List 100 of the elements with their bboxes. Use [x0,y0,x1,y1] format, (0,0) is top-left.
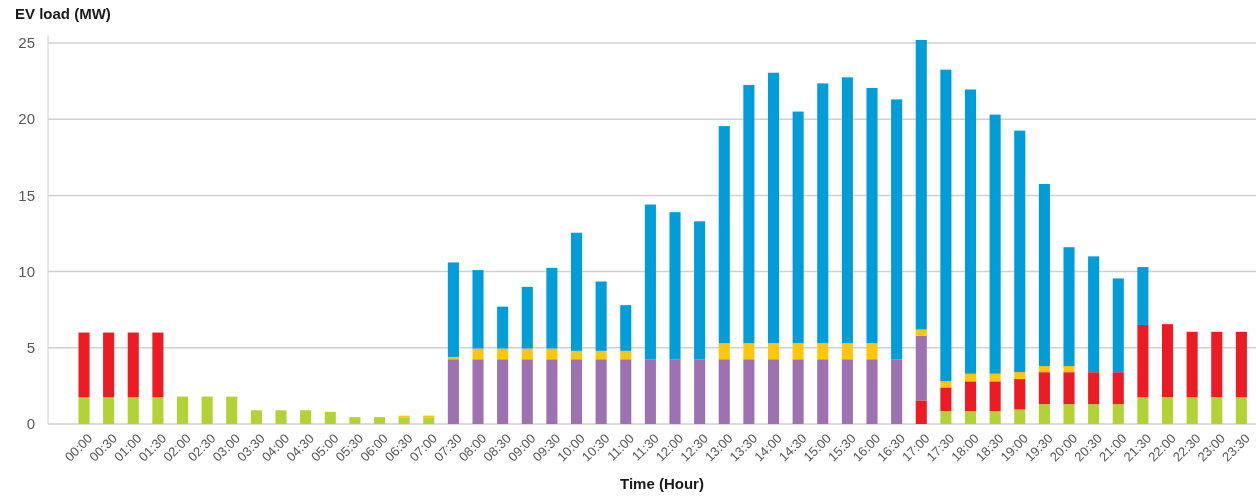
bar [1211,397,1223,424]
bar [1112,404,1124,424]
y-tick-label: 20 [18,110,35,128]
bar [1137,324,1149,398]
bar [373,417,386,424]
bar [127,397,139,424]
bar [891,359,903,424]
bar [595,359,607,424]
bar [1186,331,1198,398]
bar [78,332,90,398]
bar [940,387,952,412]
bar [497,348,509,360]
bar [497,306,509,349]
bar [152,397,164,424]
bar [447,359,459,424]
bar [1161,324,1174,398]
bar [1063,247,1075,367]
bar [1088,404,1100,424]
bar [964,381,977,412]
bar [1211,331,1223,398]
bar [570,232,583,351]
bar [472,359,484,424]
bar [1063,372,1075,405]
y-axis-title: EV load (MW) [15,5,111,22]
bar [1063,366,1075,373]
bar [866,343,878,360]
bar [300,410,312,424]
bar [521,348,533,360]
bar [1038,372,1050,405]
bar [743,359,755,424]
x-axis-title: Time (Hour) [620,475,704,492]
bar [1112,372,1124,405]
bar [250,410,262,424]
bar [595,350,607,360]
bar [989,411,1001,424]
bar [1038,404,1050,424]
y-tick-label: 5 [26,339,35,357]
bar [349,417,361,424]
bar [915,400,927,424]
bar [1137,267,1149,325]
bar [743,84,755,344]
bar [964,373,977,382]
bar [940,69,952,382]
bar [792,111,804,344]
bar [644,359,656,424]
bar [497,359,509,424]
bar [694,359,706,424]
bar [940,411,952,424]
bar [915,335,927,401]
bar [964,89,977,374]
bar [324,411,336,424]
bar [620,350,632,360]
bar [521,286,533,349]
bar [1235,397,1247,424]
bar [891,99,903,360]
bar [767,359,780,424]
bar [841,77,853,344]
bar [275,410,287,424]
bar [1088,256,1100,373]
bar [792,343,804,360]
y-tick-label: 15 [18,186,35,204]
y-tick-label: 10 [18,262,35,280]
bar [989,381,1001,412]
bar [1038,366,1050,373]
bar [176,396,189,424]
bar [644,204,656,360]
bar [226,396,238,424]
bar [103,332,115,398]
bar [472,348,484,360]
bar [1038,183,1050,367]
y-tick-label: 0 [26,415,35,433]
bar [1112,278,1124,373]
bar [964,411,977,424]
bar [1088,372,1100,405]
bar [866,359,878,424]
bar [447,262,459,357]
bar [1137,397,1149,424]
bar [1235,331,1247,398]
bar [1014,130,1026,373]
bar [817,359,829,424]
bar [521,359,533,424]
bar [546,359,558,424]
bar [866,87,878,344]
bar [103,397,115,424]
bar [1014,379,1026,410]
bar [915,39,927,330]
bar [423,417,435,424]
bar [743,343,755,360]
bar [1063,404,1075,424]
bar [989,373,1001,382]
bar [1186,397,1198,424]
bar [669,212,681,360]
bar [620,359,632,424]
bar [472,270,484,349]
bar [718,359,730,424]
bar [127,332,139,398]
bar [152,332,164,398]
bar [546,267,558,349]
bar [1014,409,1026,424]
bar [940,381,952,388]
